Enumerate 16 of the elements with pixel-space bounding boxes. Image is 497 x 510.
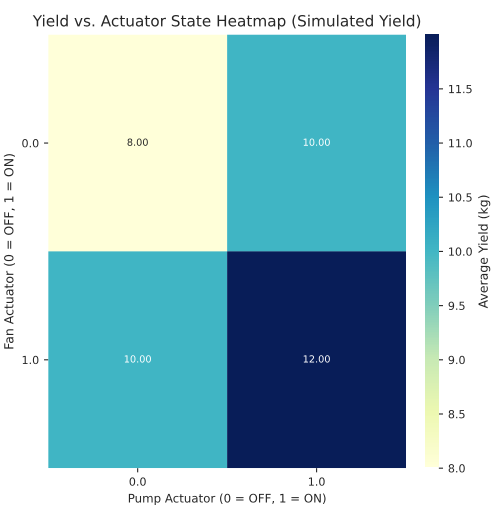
color-bar-label: 11.5 xyxy=(449,84,472,94)
data-label: 12.00 xyxy=(304,355,330,363)
y-axis-title: Fan Actuator (0 = OFF, 1 = ON) xyxy=(4,154,16,349)
chart-title: Yield vs. Actuator State Heatmap (Simulated Yield) xyxy=(32,14,420,30)
color-bar-label: 11.0 xyxy=(449,139,472,148)
color-bar-label: 9.5 xyxy=(448,302,465,310)
color-bar-label: 8.5 xyxy=(448,410,465,418)
color-bar-label: 10.5 xyxy=(449,193,472,202)
data-label: 10.00 xyxy=(304,138,330,146)
color-bar-label: 10.0 xyxy=(449,247,472,256)
color-bar-label: 9.0 xyxy=(448,356,465,364)
data-label: 8.00 xyxy=(128,138,148,146)
color-bar-title: Average Yield (kg) xyxy=(478,196,490,308)
data-label: 10.00 xyxy=(124,355,151,363)
color-bar-label: 8.0 xyxy=(448,464,465,473)
x-axis-title: Pump Actuator (0 = OFF, 1 = ON) xyxy=(128,494,326,505)
